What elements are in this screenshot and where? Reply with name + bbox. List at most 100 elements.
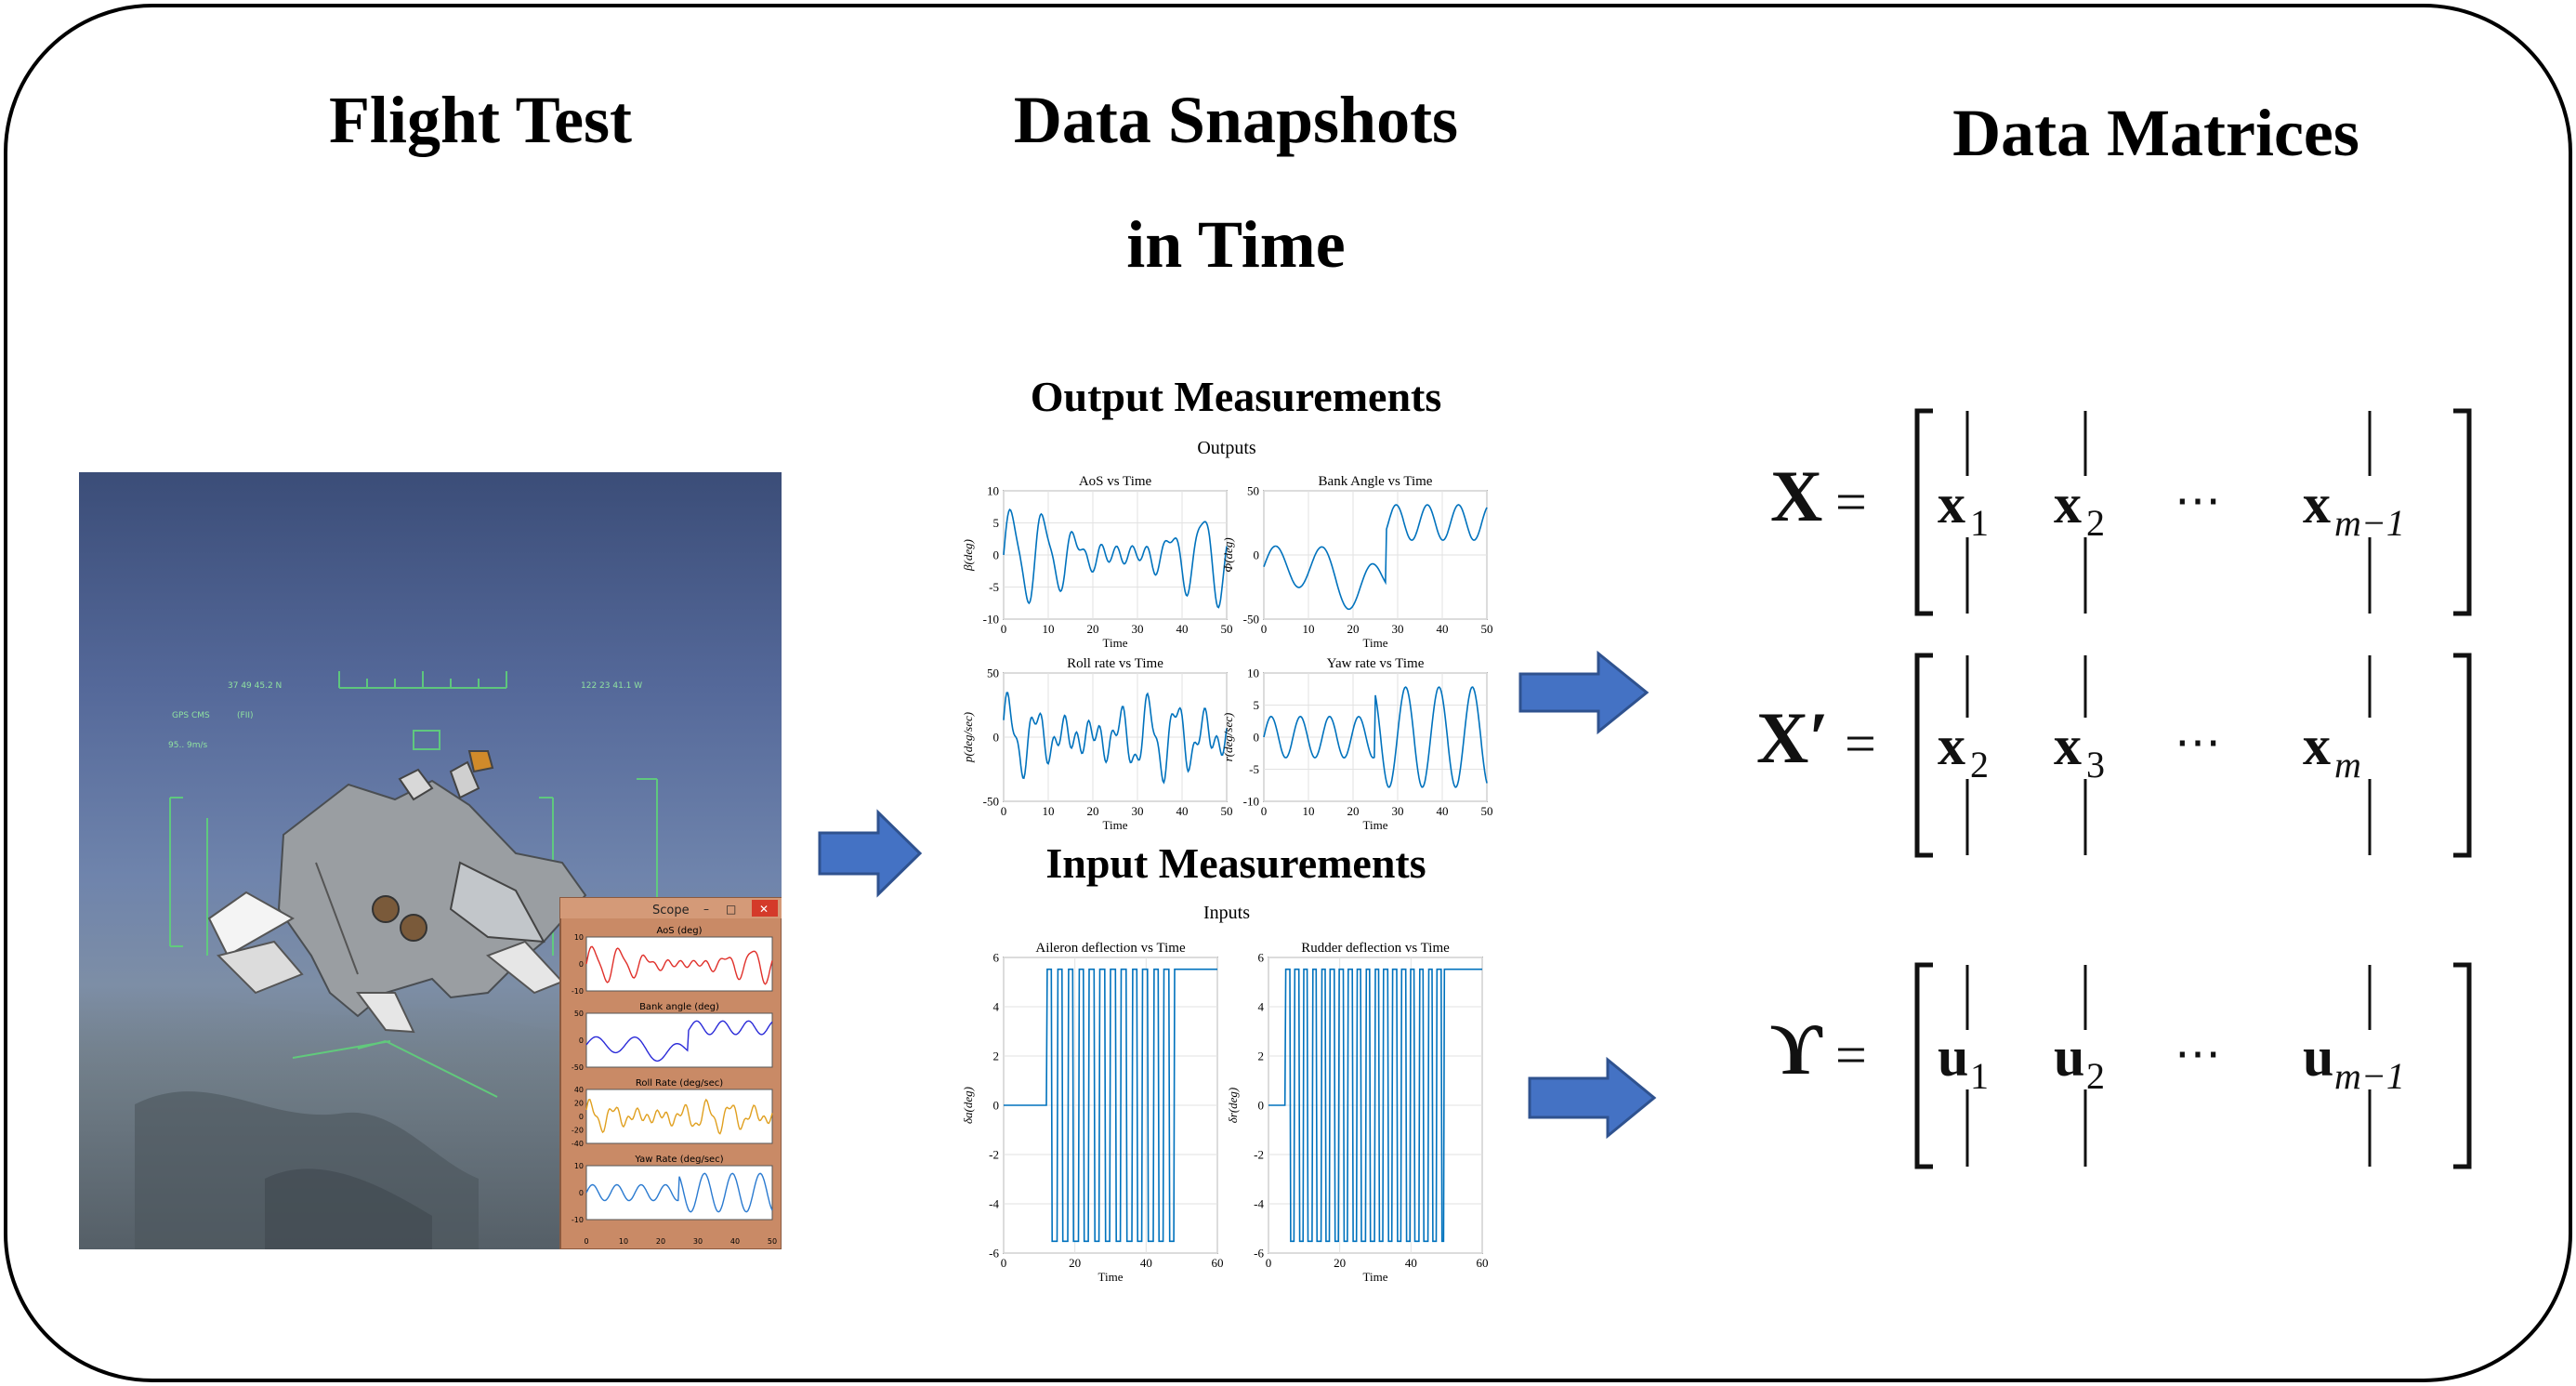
output-plot-4-xtick: 50	[1481, 804, 1493, 818]
input-plot-1-ytick: -6	[989, 1247, 999, 1261]
scope-ytick: 10	[574, 1162, 584, 1170]
scope-window: Scope ✕ □ – AoS (deg) 10 0 -10 Bank angle (d…	[559, 897, 782, 1249]
output-plot-4-xlabel: Time	[1363, 818, 1388, 832]
input-plot-2-title: Rudder deflection vs Time	[1301, 941, 1450, 956]
scope-panel-1: AoS (deg) 10 0 -10	[572, 926, 773, 996]
maximize-icon[interactable]: □	[726, 903, 736, 916]
matrix-upsilon-dots: ⋯	[2175, 1027, 2221, 1079]
output-plot-4-ytick: -10	[1243, 795, 1259, 809]
scope-xtick: 30	[693, 1237, 703, 1246]
output-plot-2-ylabel: Φ(deg)	[1221, 537, 1235, 572]
output-plot-2-xtick: 40	[1437, 622, 1449, 636]
matrix-xprime-col1: x	[1938, 715, 1965, 776]
output-plot-1-xtick: 40	[1176, 622, 1189, 636]
scope-close-button[interactable]	[752, 900, 778, 917]
output-plot-2-ytick: 50	[1247, 484, 1259, 498]
output-plot-2-title: Bank Angle vs Time	[1319, 474, 1433, 489]
output-plot-2-xtick: 50	[1481, 622, 1493, 636]
output-plot-1-xtick: 20	[1087, 622, 1099, 636]
scope-xtick: 40	[730, 1237, 740, 1246]
matrix-upsilon-col3: u	[2303, 1026, 2333, 1088]
input-plot-2-ytick: -2	[1254, 1148, 1264, 1162]
scope-panel-axes	[585, 1089, 773, 1144]
output-plot-1-ytick: 5	[993, 516, 1000, 530]
scope-ytick: 0	[579, 1113, 584, 1121]
input-plot-2-xtick: 0	[1266, 1256, 1272, 1270]
matrix-xprime: X′ = x 2 x 3 ⋯ x m	[1756, 653, 2472, 858]
output-measurements-title: Output Measurements	[1030, 373, 1442, 420]
output-plot-4-xtick: 0	[1261, 804, 1268, 818]
matrix-x: X = x 1 x 2 ⋯ x m−1	[1770, 408, 2472, 616]
matrix-upsilon: ϒ = u 1 u 2 ⋯ u m−1	[1770, 962, 2472, 1169]
matrix-x-sub1: 1	[1970, 502, 1989, 544]
scope-xtick: 10	[619, 1237, 628, 1246]
input-plot-2-ytick: 6	[1258, 951, 1265, 965]
input-plot-2-ytick: -6	[1254, 1247, 1264, 1261]
output-plot-3-ytick: 0	[993, 731, 1000, 745]
output-plot-3-ylabel: p(deg/sec)	[961, 712, 975, 763]
scope-trace	[585, 1172, 773, 1213]
output-plot-1-ylabel: β(deg)	[961, 539, 975, 572]
input-plot-1-xtick: 60	[1212, 1256, 1224, 1270]
output-plot-4-xtick: 40	[1437, 804, 1449, 818]
input-plot-2-ytick: 2	[1258, 1049, 1265, 1063]
output-plot-4-xtick: 30	[1392, 804, 1404, 818]
matrix-xprime-col3: x	[2303, 715, 2331, 776]
matrix-xprime-sub3: m	[2334, 744, 2361, 785]
close-icon[interactable]: ✕	[759, 903, 769, 916]
output-plot-4-ytick: 0	[1254, 731, 1260, 745]
input-plot-1-xtick: 40	[1140, 1256, 1152, 1270]
flight-sim-scene: 37 49 45.2 N 122 23 41.1 W GPS CMS (FII)…	[79, 671, 782, 1249]
svg-text:122 23 41.1 W: 122 23 41.1 W	[581, 681, 642, 691]
output-plot-4-ytick: 10	[1247, 667, 1259, 680]
output-plot-3-xtick: 30	[1132, 804, 1144, 818]
output-plot-1-ytick: 10	[987, 484, 999, 498]
output-plot-4-title: Yaw rate vs Time	[1327, 656, 1425, 671]
output-plot-3-xtick: 20	[1087, 804, 1099, 818]
matrix-x-col2: x	[2054, 473, 2082, 535]
arrow-inputs-to-matrix	[1528, 1056, 1657, 1140]
input-plot-2-ytick: 4	[1258, 1000, 1265, 1014]
input-plot-2-ytick: 0	[1258, 1099, 1265, 1113]
matrix-upsilon-col2: u	[2054, 1026, 2084, 1088]
scope-xtick: 50	[768, 1237, 777, 1246]
output-plot-3-ytick: 50	[987, 667, 999, 680]
input-plot-1-ytick: -4	[989, 1197, 999, 1211]
input-plot-1-xtick: 20	[1069, 1256, 1081, 1270]
scope-ytick: 0	[579, 1036, 584, 1045]
minimize-icon[interactable]: –	[703, 903, 709, 916]
input-plot-1-xtick: 0	[1001, 1256, 1007, 1270]
output-plot-3-xtick: 40	[1176, 804, 1189, 818]
output-plot-3-title: Roll rate vs Time	[1067, 656, 1163, 671]
scope-xtick: 0	[584, 1237, 588, 1246]
input-plot-1-title: Aileron deflection vs Time	[1035, 941, 1186, 956]
scope-trace	[585, 1098, 773, 1135]
input-plot-2-trace	[1268, 968, 1482, 1243]
matrix-xprime-sub1: 2	[1970, 744, 1989, 785]
input-plot-1-xlabel: Time	[1098, 1270, 1124, 1284]
scope-panel-axes	[585, 1012, 773, 1068]
output-plot-3-xtick: 0	[1001, 804, 1007, 818]
svg-text:95.. 9m/s: 95.. 9m/s	[168, 741, 208, 750]
output-plot-2-xlabel: Time	[1363, 636, 1388, 650]
equals-sign: =	[1845, 713, 1876, 774]
scope-ytick: -10	[572, 1216, 584, 1224]
output-plot-2-xtick: 20	[1347, 622, 1360, 636]
output-plot-2-trace	[1263, 504, 1488, 611]
scope-ytick: 50	[574, 1010, 584, 1018]
scope-panel-axes	[585, 936, 773, 992]
output-plot-2-ytick: 0	[1254, 548, 1260, 562]
input-plot-1-ylabel: δa(deg)	[961, 1087, 975, 1124]
flight-sim-image: 37 49 45.2 N 122 23 41.1 W GPS CMS (FII)…	[79, 472, 782, 1249]
scope-panel-3: Roll Rate (deg/sec) 40 20 0 -20 -40	[572, 1078, 773, 1148]
scope-ytick: -20	[572, 1127, 584, 1135]
scope-panel-title: AoS (deg)	[657, 926, 703, 936]
output-plot-2-xtick: 30	[1392, 622, 1404, 636]
input-plot-1-ytick: 4	[993, 1000, 1000, 1014]
matrix-x-sub2: 2	[2086, 502, 2105, 544]
svg-text:GPS CMS: GPS CMS	[172, 711, 210, 720]
